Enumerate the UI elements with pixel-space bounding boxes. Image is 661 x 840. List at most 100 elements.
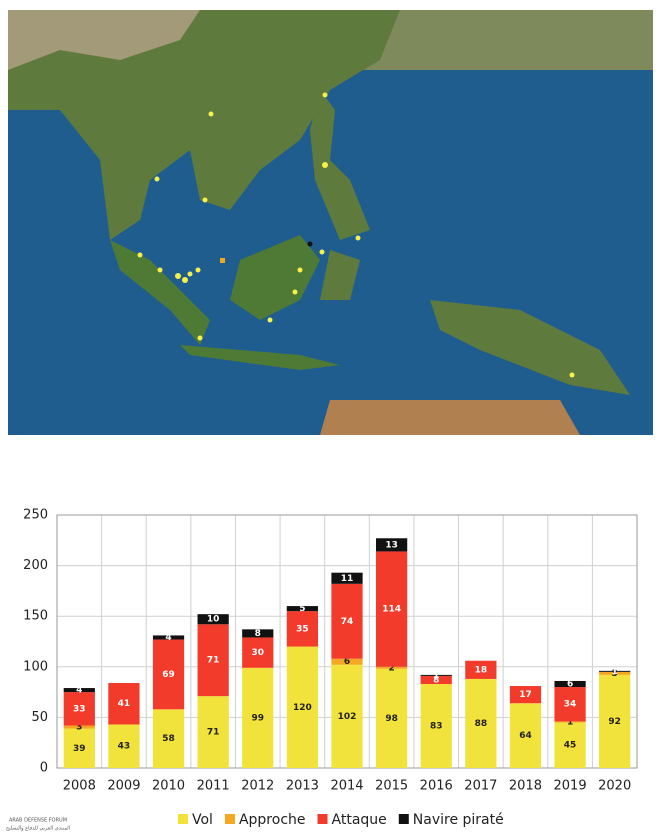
data-label: 33 <box>73 704 86 714</box>
x-tick-label: 2019 <box>554 779 587 794</box>
data-label: 6 <box>344 657 350 667</box>
data-label: 8 <box>255 629 261 639</box>
y-tick-label: 50 <box>31 710 48 725</box>
bar-segment <box>197 696 229 768</box>
data-label: 13 <box>385 540 398 550</box>
bar-segment <box>509 686 542 704</box>
bar-segment <box>465 660 497 679</box>
bar-segment <box>420 674 452 676</box>
legend-swatch <box>398 814 409 824</box>
data-label: 2 <box>388 663 394 673</box>
watermark: ARAB DEFENSE FORUM <box>9 818 67 824</box>
data-label: 4 <box>165 633 171 643</box>
x-tick-label: 2010 <box>152 779 185 794</box>
bar-segment <box>63 728 95 768</box>
data-label: 43 <box>118 742 131 752</box>
bar-segment <box>376 538 408 552</box>
bar-segment <box>152 709 185 768</box>
x-tick-label: 2009 <box>107 779 140 794</box>
bar-segment <box>331 583 363 659</box>
data-label: 120 <box>293 703 312 713</box>
bar-segment <box>509 703 542 768</box>
data-label: 34 <box>564 700 577 710</box>
bar-segment <box>152 639 185 710</box>
bar-segment <box>197 614 229 625</box>
data-label: 88 <box>475 719 488 729</box>
bar-segment <box>554 680 586 688</box>
bar-segment <box>376 666 408 669</box>
data-label: 102 <box>338 712 357 722</box>
data-label: 114 <box>382 605 401 615</box>
data-label: 99 <box>252 713 265 723</box>
y-tick-label: 100 <box>23 659 48 674</box>
data-label: 6 <box>567 680 573 690</box>
bar-segment <box>599 674 631 768</box>
bar-segment <box>420 684 452 768</box>
data-label: 17 <box>519 690 532 700</box>
bar-segment <box>420 675 452 685</box>
bar-segment <box>599 670 631 672</box>
data-label: 3 <box>76 723 82 733</box>
data-label: 4 <box>76 686 82 696</box>
legend-swatch <box>317 814 328 824</box>
data-label: 92 <box>608 717 621 727</box>
data-label: 58 <box>162 734 175 744</box>
x-tick-label: 2008 <box>63 779 96 794</box>
data-label: 11 <box>341 574 354 584</box>
data-label: 10 <box>207 615 220 625</box>
data-label: 45 <box>564 741 577 751</box>
x-tick-label: 2012 <box>241 779 274 794</box>
data-label: 3 <box>612 669 618 679</box>
bar-segment <box>242 629 274 638</box>
data-label: 69 <box>162 670 175 680</box>
y-tick-label: 0 <box>40 761 48 776</box>
x-tick-label: 2011 <box>197 779 230 794</box>
x-tick-label: 2015 <box>375 779 408 794</box>
bar-segment <box>286 606 318 612</box>
data-label: 74 <box>341 617 354 627</box>
data-label: 1 <box>433 671 439 681</box>
bar-segment <box>331 572 363 584</box>
data-label: 71 <box>207 656 220 666</box>
data-label: 30 <box>252 648 265 658</box>
bar-segment <box>554 721 586 723</box>
bar-segment <box>108 724 140 768</box>
bar-segment <box>331 658 363 665</box>
map <box>8 10 653 435</box>
data-label: 39 <box>73 744 86 754</box>
legend-label: Navire piraté <box>413 812 504 828</box>
data-label: 64 <box>519 731 532 741</box>
legend-swatch <box>178 814 188 824</box>
legend-swatch <box>224 814 235 824</box>
x-tick-label: 2018 <box>509 779 542 794</box>
x-tick-label: 2020 <box>598 779 631 794</box>
bar-segment <box>286 611 318 647</box>
legend-label: Approche <box>239 812 306 828</box>
chart: 0501001502002502008393334200943412010586… <box>23 508 638 828</box>
bar-segment <box>554 722 586 768</box>
bar-segment <box>286 646 318 768</box>
x-tick-label: 2016 <box>420 779 453 794</box>
bar-segment <box>63 688 95 693</box>
bar-segment <box>197 624 229 697</box>
data-label: 18 <box>475 665 488 675</box>
x-tick-label: 2017 <box>464 779 497 794</box>
data-label: 41 <box>118 699 131 709</box>
bar-segment <box>376 551 408 667</box>
data-label: 5 <box>299 604 305 614</box>
bar-segment <box>63 725 95 729</box>
legend-label: Attaque <box>332 812 387 828</box>
bar-segment <box>376 668 408 768</box>
bar-segment <box>554 687 586 722</box>
data-label: 8 <box>433 675 439 685</box>
bar-segment <box>242 667 274 768</box>
bar-segment <box>599 671 631 675</box>
x-tick-label: 2013 <box>286 779 319 794</box>
bar-segment <box>331 664 363 768</box>
bar-segment <box>465 678 497 768</box>
legend-label: Vol <box>192 812 213 828</box>
y-tick-label: 250 <box>23 508 48 523</box>
x-tick-label: 2014 <box>330 779 363 794</box>
bar-segment <box>108 682 140 725</box>
